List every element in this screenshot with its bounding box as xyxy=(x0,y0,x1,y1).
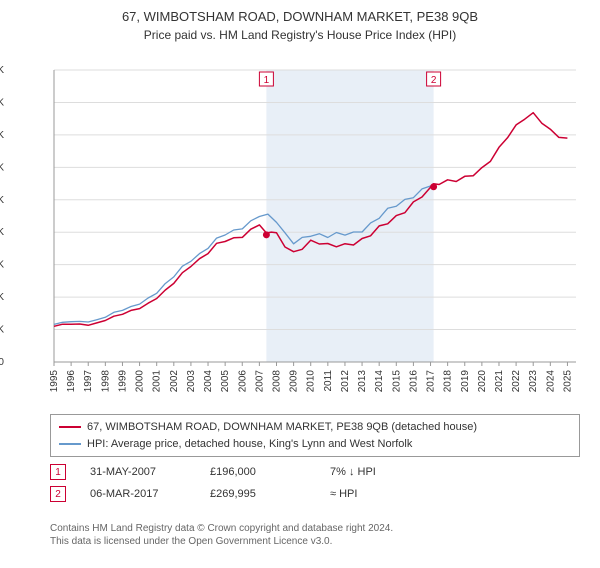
legend-label: HPI: Average price, detached house, King… xyxy=(87,436,412,453)
svg-text:1997: 1997 xyxy=(83,370,94,393)
svg-text:2005: 2005 xyxy=(220,370,231,393)
table-row: 1 31-MAY-2007 £196,000 7% ↓ HPI xyxy=(50,464,580,480)
legend: 67, WIMBOTSHAM ROAD, DOWNHAM MARKET, PE3… xyxy=(50,414,580,457)
svg-text:2011: 2011 xyxy=(323,370,334,392)
svg-text:1995: 1995 xyxy=(49,370,60,393)
svg-text:2004: 2004 xyxy=(203,370,214,393)
legend-item: HPI: Average price, detached house, King… xyxy=(59,436,571,453)
svg-text:£450K: £450K xyxy=(0,65,4,76)
svg-text:2025: 2025 xyxy=(562,370,573,393)
svg-text:£400K: £400K xyxy=(0,97,4,108)
svg-text:2001: 2001 xyxy=(152,370,163,393)
svg-text:2012: 2012 xyxy=(340,370,351,393)
svg-text:2023: 2023 xyxy=(528,370,539,393)
sale-date: 31-MAY-2007 xyxy=(90,466,210,478)
sale-delta: ≈ HPI xyxy=(330,488,450,500)
sale-price: £269,995 xyxy=(210,488,330,500)
svg-text:2016: 2016 xyxy=(408,370,419,393)
legend-label: 67, WIMBOTSHAM ROAD, DOWNHAM MARKET, PE3… xyxy=(87,419,477,436)
svg-text:£200K: £200K xyxy=(0,227,4,238)
svg-text:2003: 2003 xyxy=(186,370,197,393)
svg-text:£250K: £250K xyxy=(0,195,4,206)
chart-title: 67, WIMBOTSHAM ROAD, DOWNHAM MARKET, PE3… xyxy=(0,8,600,26)
sale-delta: 7% ↓ HPI xyxy=(330,466,450,478)
chart-subtitle: Price paid vs. HM Land Registry's House … xyxy=(0,28,600,42)
svg-text:1998: 1998 xyxy=(100,370,111,393)
legend-swatch xyxy=(59,426,81,428)
svg-text:1: 1 xyxy=(264,75,270,86)
approx-icon: ≈ xyxy=(330,488,336,500)
svg-text:2002: 2002 xyxy=(169,370,180,393)
sale-price: £196,000 xyxy=(210,466,330,478)
svg-text:£150K: £150K xyxy=(0,260,4,271)
svg-text:2013: 2013 xyxy=(357,370,368,393)
chart-container: 67, WIMBOTSHAM ROAD, DOWNHAM MARKET, PE3… xyxy=(0,8,600,568)
svg-text:£50K: £50K xyxy=(0,325,4,336)
svg-text:2006: 2006 xyxy=(237,370,248,393)
svg-text:£350K: £350K xyxy=(0,130,4,141)
svg-text:2022: 2022 xyxy=(511,370,522,393)
footnote: Contains HM Land Registry data © Crown c… xyxy=(50,522,580,548)
svg-text:2014: 2014 xyxy=(374,370,385,393)
svg-text:1999: 1999 xyxy=(117,370,128,393)
svg-text:2: 2 xyxy=(431,75,437,86)
svg-text:2018: 2018 xyxy=(443,370,454,393)
sale-date: 06-MAR-2017 xyxy=(90,488,210,500)
svg-text:1996: 1996 xyxy=(66,370,77,393)
plot-area: £0£50K£100K£150K£200K£250K£300K£350K£400… xyxy=(50,64,580,404)
legend-swatch xyxy=(59,443,81,445)
chart-svg: £0£50K£100K£150K£200K£250K£300K£350K£400… xyxy=(50,64,580,404)
svg-text:2000: 2000 xyxy=(135,370,146,393)
svg-text:2007: 2007 xyxy=(254,370,265,393)
arrow-icon: ↓ xyxy=(349,466,355,478)
svg-text:2010: 2010 xyxy=(306,370,317,393)
marker-badge: 1 xyxy=(50,464,66,480)
sales-table: 1 31-MAY-2007 £196,000 7% ↓ HPI 2 06-MAR… xyxy=(50,458,580,508)
svg-text:2019: 2019 xyxy=(460,370,471,393)
legend-item: 67, WIMBOTSHAM ROAD, DOWNHAM MARKET, PE3… xyxy=(59,419,571,436)
svg-text:2024: 2024 xyxy=(545,370,556,393)
svg-text:2020: 2020 xyxy=(477,370,488,393)
svg-text:2015: 2015 xyxy=(391,370,402,393)
marker-badge: 2 xyxy=(50,486,66,502)
table-row: 2 06-MAR-2017 £269,995 ≈ HPI xyxy=(50,486,580,502)
svg-text:2017: 2017 xyxy=(426,370,437,393)
svg-text:2021: 2021 xyxy=(494,370,505,393)
svg-text:£300K: £300K xyxy=(0,162,4,173)
svg-text:£100K: £100K xyxy=(0,292,4,303)
svg-text:2008: 2008 xyxy=(271,370,282,393)
svg-text:£0: £0 xyxy=(0,357,4,368)
svg-text:2009: 2009 xyxy=(289,370,300,393)
